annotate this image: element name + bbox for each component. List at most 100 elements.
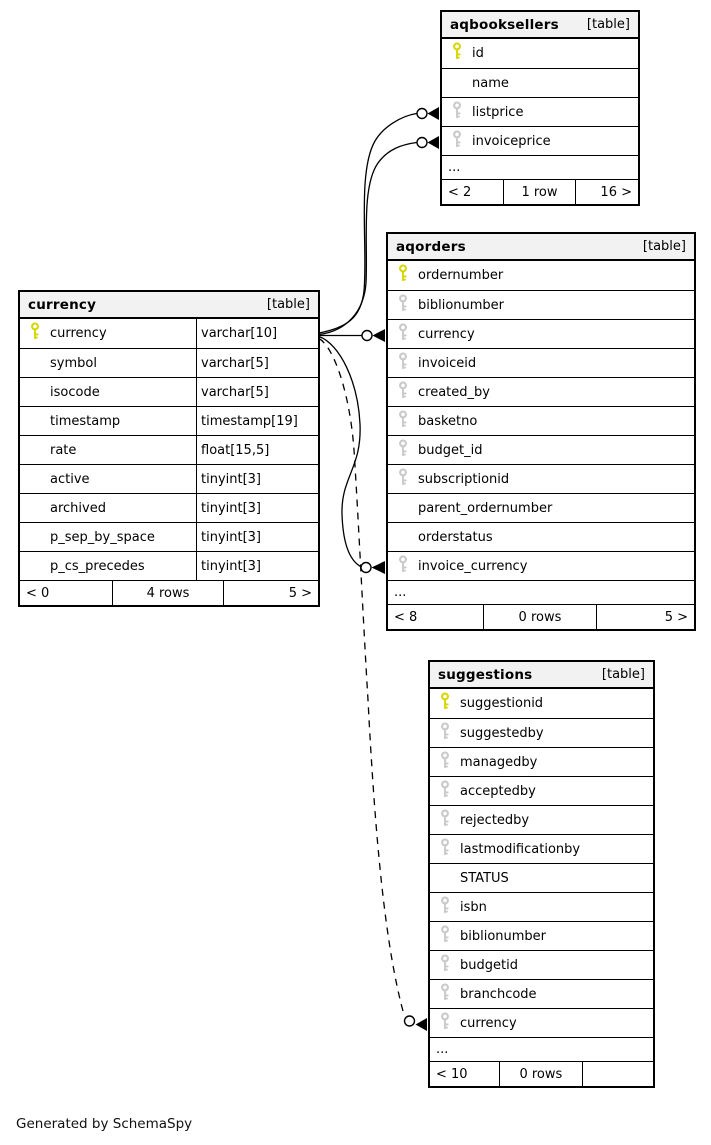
column-row-aqbooksellers-listprice: listprice (442, 97, 638, 126)
foreign-key-icon (397, 380, 409, 404)
column-type: tinyint[3] (196, 523, 318, 551)
table-aqbooksellers: aqbooksellers [table] id name listprice invoi… (440, 10, 640, 206)
foreign-key-icon (451, 100, 463, 124)
column-row-aqbooksellers-invoiceprice: invoiceprice (442, 126, 638, 155)
related-parents-count: < 10 (436, 1066, 468, 1082)
column-name: invoice_currency (418, 558, 528, 574)
column-row-aqorders-invoiceid: invoiceid (388, 348, 694, 377)
related-parents-count: < 8 (394, 609, 418, 625)
column-row-aqorders-subscriptionid: subscriptionid (388, 464, 694, 493)
column-name: budgetid (460, 957, 518, 973)
column-row-suggestions-STATUS: STATUS (430, 863, 653, 892)
hidden-columns-ellipsis: ... (388, 580, 694, 604)
column-name: currency (418, 326, 475, 342)
foreign-key-icon (397, 467, 409, 491)
column-row-suggestions-budgetid: budgetid (430, 950, 653, 979)
column-row-aqorders-ordernumber: ordernumber (388, 261, 694, 290)
foreign-key-icon (439, 779, 451, 803)
key-slot (442, 100, 472, 124)
column-name: ordernumber (418, 268, 504, 283)
relationship-currency.currency-to-aqorders.currency (319, 329, 385, 342)
foreign-key-icon (397, 322, 409, 346)
foreign-key-icon (439, 982, 451, 1006)
column-name: invoiceid (418, 355, 477, 371)
key-slot (430, 953, 460, 977)
column-row-aqorders-created_by: created_by (388, 377, 694, 406)
row-count: 1 row (502, 180, 576, 204)
key-slot (388, 264, 418, 287)
key-slot (430, 692, 460, 715)
column-type: tinyint[3] (196, 494, 318, 522)
column-name: basketno (418, 413, 478, 429)
foreign-key-icon (439, 895, 451, 919)
foreign-key-icon (439, 1011, 451, 1035)
column-row-aqorders-budget_id: budget_id (388, 435, 694, 464)
key-slot (388, 438, 418, 462)
primary-key-icon (439, 692, 451, 715)
table-header-aqbooksellers[interactable]: aqbooksellers [table] (442, 12, 638, 39)
column-name: STATUS (460, 870, 509, 886)
key-slot (430, 750, 460, 774)
column-name: p_cs_precedes (50, 558, 145, 574)
key-slot (20, 322, 50, 345)
generator-note: Generated by SchemaSpy (16, 1116, 193, 1132)
table-type-badge: [table] (642, 239, 686, 254)
column-name: timestamp (50, 413, 121, 429)
table-header-suggestions[interactable]: suggestions [table] (430, 662, 653, 689)
column-name: id (472, 46, 484, 61)
table-type-badge: [table] (601, 667, 645, 682)
column-type: timestamp[19] (196, 407, 318, 435)
related-children-count: 16 > (575, 180, 638, 204)
column-row-aqbooksellers-name: name (442, 68, 638, 97)
key-slot (388, 351, 418, 375)
crowfoot-arrow-icon (427, 107, 439, 120)
column-row-suggestions-acceptedby: acceptedby (430, 776, 653, 805)
column-name: suggestedby (460, 725, 544, 741)
column-row-currency-currency: currency varchar[10] (20, 319, 318, 348)
table-footer: < 10 0 rows (430, 1061, 653, 1086)
column-row-aqorders-biblionumber: biblionumber (388, 290, 694, 319)
foreign-key-icon (439, 750, 451, 774)
key-slot (430, 924, 460, 948)
table-suggestions: suggestions [table] suggestionid suggestedb… (428, 660, 655, 1088)
column-name: name (472, 75, 509, 91)
key-slot (430, 779, 460, 803)
column-row-currency-p_cs_precedes: p_cs_precedes tinyint[3] (20, 551, 318, 580)
column-row-currency-timestamp: timestamp timestamp[19] (20, 406, 318, 435)
key-slot (388, 554, 418, 578)
column-name: orderstatus (418, 529, 493, 545)
column-row-aqorders-parent_ordernumber: parent_ordernumber (388, 493, 694, 522)
column-name: currency (50, 326, 107, 341)
column-row-currency-rate: rate float[15,5] (20, 435, 318, 464)
column-row-suggestions-lastmodificationby: lastmodificationby (430, 834, 653, 863)
column-name: listprice (472, 104, 524, 120)
column-row-aqorders-invoice_currency: invoice_currency (388, 551, 694, 580)
column-name: biblionumber (460, 928, 547, 944)
column-row-suggestions-rejectedby: rejectedby (430, 805, 653, 834)
column-name: currency (460, 1015, 517, 1031)
foreign-key-icon (439, 924, 451, 948)
table-header-currency[interactable]: currency [table] (20, 292, 318, 319)
column-row-suggestions-suggestedby: suggestedby (430, 718, 653, 747)
table-header-aqorders[interactable]: aqorders [table] (388, 234, 694, 261)
relationship-currency.currency-to-aqorders.invoice_currency (318, 335, 385, 574)
primary-key-icon (29, 322, 41, 345)
table-footer: < 0 4 rows 5 > (20, 580, 318, 605)
column-name: p_sep_by_space (50, 529, 155, 545)
related-children-count: 5 > (596, 605, 694, 629)
foreign-key-icon (439, 837, 451, 861)
table-aqorders: aqorders [table] ordernumber biblionumber cu… (386, 232, 696, 631)
column-row-currency-symbol: symbol varchar[5] (20, 348, 318, 377)
column-name: rejectedby (460, 812, 530, 828)
column-type: float[15,5] (196, 436, 318, 464)
foreign-key-icon (451, 129, 463, 153)
column-name: subscriptionid (418, 471, 510, 487)
odot-marker-icon (416, 107, 428, 120)
column-name: managedby (460, 754, 538, 770)
hidden-columns-ellipsis: ... (442, 155, 638, 179)
key-slot (442, 42, 472, 65)
key-slot (430, 1011, 460, 1035)
key-slot (388, 380, 418, 404)
column-row-suggestions-suggestionid: suggestionid (430, 689, 653, 718)
